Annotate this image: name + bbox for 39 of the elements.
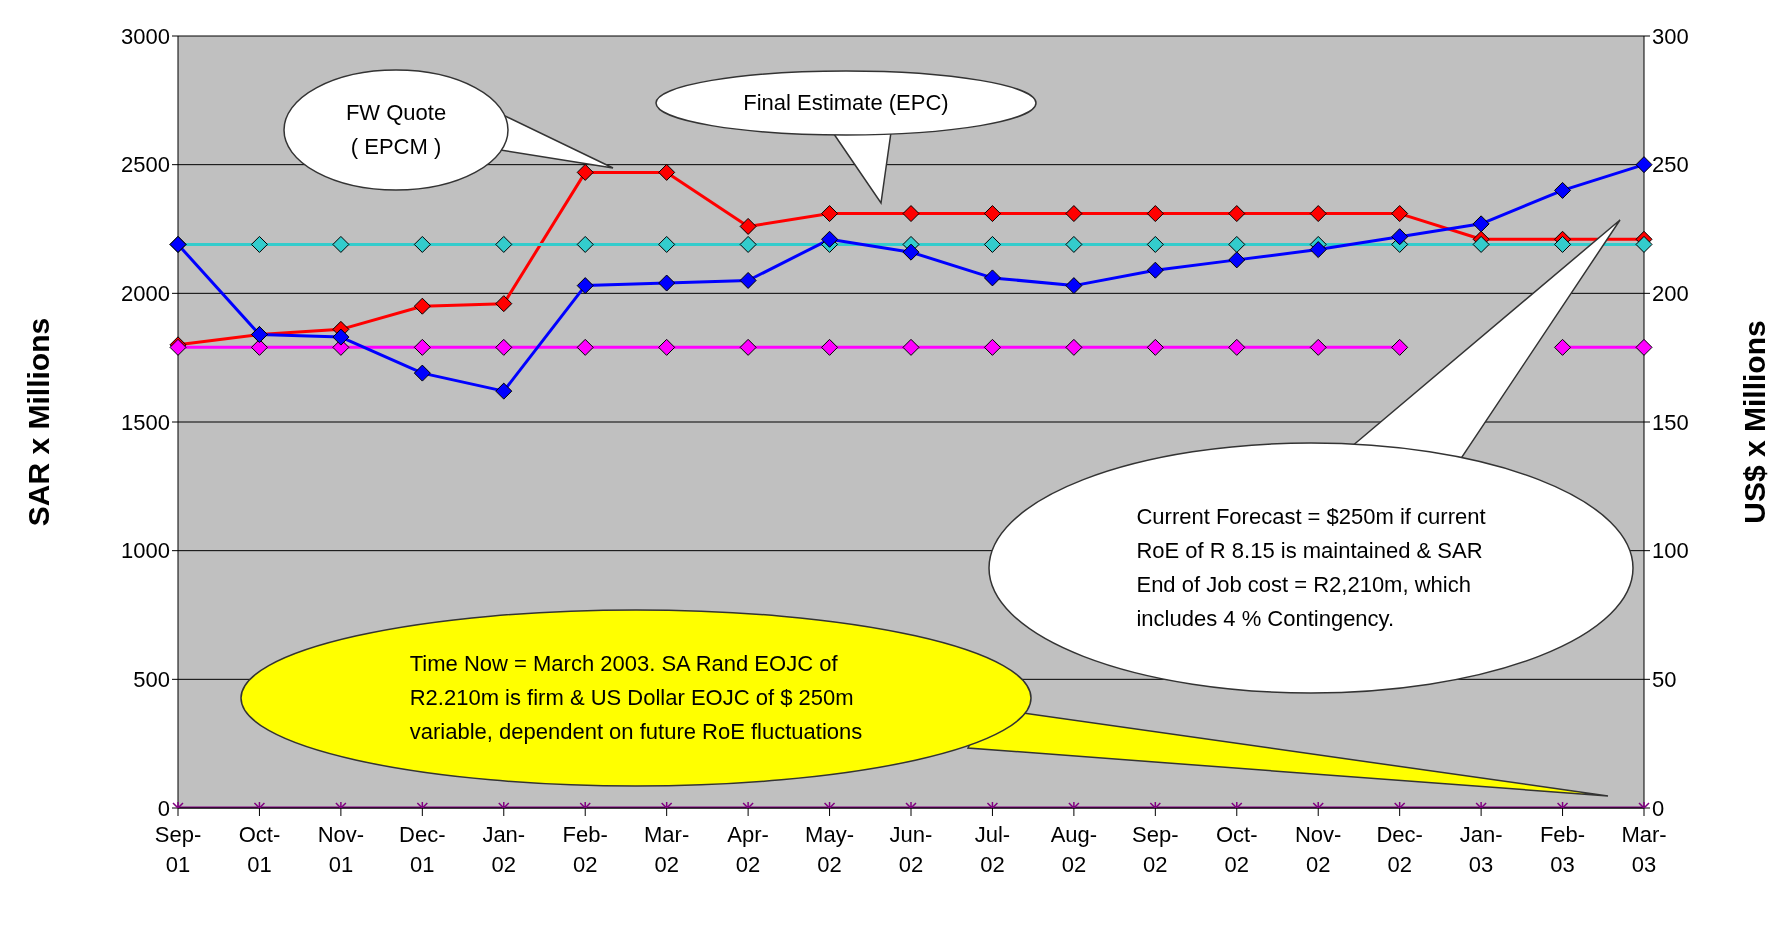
x-tick-label: Dec-02 <box>1376 822 1423 877</box>
x-tick-label: Jul-02 <box>974 822 1011 877</box>
y2-tick-label: 250 <box>1652 152 1689 178</box>
y2-tick-label: 200 <box>1652 281 1689 307</box>
x-tick-label: Apr-02 <box>727 822 769 877</box>
x-tick-label: Feb-02 <box>562 822 608 877</box>
y2-tick-label: 150 <box>1652 409 1689 435</box>
annotation: FW Quote ( EPCM ) <box>344 99 448 161</box>
annotation: Current Forecast = $250m if current RoE of R 8.15 is maintained & SAR End of Job cost = R2,210m, which includes 4 % Contingency. <box>1135 503 1487 633</box>
y2-tick-label: 0 <box>1652 795 1665 821</box>
y-axis-title: SAR x Millions <box>21 317 55 527</box>
x-tick-label: Feb-03 <box>1539 822 1586 877</box>
x-tick-label: Oct-02 <box>1216 822 1258 877</box>
y-tick-label: 1000 <box>121 538 170 564</box>
y-tick-label: 500 <box>133 667 170 693</box>
x-tick-label: Oct-01 <box>238 822 281 877</box>
x-tick-label: Jan-03 <box>1459 822 1503 877</box>
x-tick-label: Sep-02 <box>1132 822 1179 877</box>
x-tick-label: Aug-02 <box>1050 822 1098 877</box>
x-tick-label: Sep-01 <box>154 822 202 877</box>
annotation: Final Estimate (EPC) <box>656 71 1036 135</box>
x-tick-label: Jan-02 <box>482 822 526 877</box>
y-tick-label: 0 <box>157 795 170 821</box>
y2-tick-label: 100 <box>1652 538 1689 564</box>
y2-tick-label: 300 <box>1652 23 1689 49</box>
y2-tick-label: 50 <box>1652 667 1677 693</box>
y-tick-label: 2500 <box>121 152 170 178</box>
x-tick-label: Jun-02 <box>889 822 933 877</box>
x-tick-label: Dec-01 <box>399 822 446 877</box>
y-tick-label: 2000 <box>121 281 170 307</box>
y-tick-label: 3000 <box>121 23 170 49</box>
annotation: Time Now = March 2003. SA Rand EOJC of R2.210m is firm & US Dollar EOJC of $ 250m variable, dependent on future RoE fluctuations <box>408 650 864 746</box>
y-tick-label: 1500 <box>121 409 170 435</box>
y2-axis-title: US$ x Millions <box>1737 320 1771 524</box>
x-tick-label: Nov-01 <box>317 822 365 877</box>
x-tick-label: Nov-02 <box>1295 822 1342 877</box>
x-tick-label: May-02 <box>805 822 854 877</box>
x-tick-label: Mar-02 <box>644 822 690 877</box>
x-tick-label: Mar-03 <box>1621 822 1667 877</box>
